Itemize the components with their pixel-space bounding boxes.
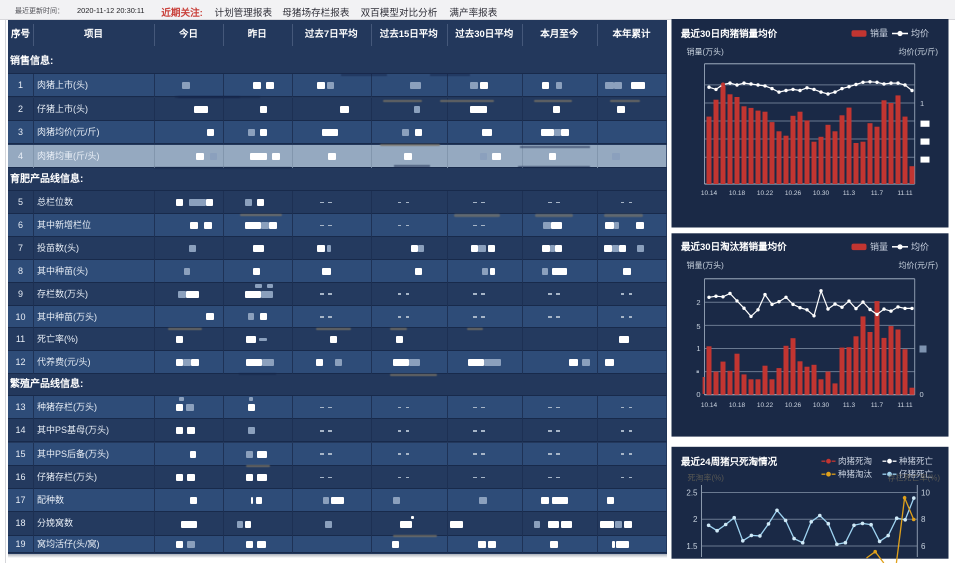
svg-text:销量(万头): 销量(万头): [687, 260, 725, 270]
svg-text:0: 0: [696, 390, 700, 399]
svg-text:存栏死亡率(%): 存栏死亡率(%): [888, 473, 941, 483]
svg-text:均价(元/斤): 均价(元/斤): [898, 47, 938, 57]
svg-text:5: 5: [696, 322, 700, 331]
svg-text:10.22: 10.22: [757, 190, 774, 197]
svg-text:11.7: 11.7: [871, 190, 884, 197]
svg-text:2: 2: [693, 515, 698, 524]
svg-text:11.11: 11.11: [897, 190, 913, 197]
svg-text:10.18: 10.18: [729, 190, 746, 197]
svg-text:10: 10: [921, 488, 930, 497]
svg-text:8: 8: [921, 515, 926, 524]
svg-text:1: 1: [920, 99, 924, 108]
svg-text:11.3: 11.3: [843, 402, 856, 409]
svg-text:1: 1: [696, 344, 700, 353]
svg-text:11.11: 11.11: [897, 402, 913, 409]
svg-text:种猪淘汰: 种猪淘汰: [838, 469, 873, 479]
svg-text:10.22: 10.22: [757, 402, 774, 409]
svg-text:10.26: 10.26: [785, 190, 802, 197]
svg-text:销量(万头): 销量(万头): [687, 47, 725, 57]
svg-text:最近24周猪只死淘情况: 最近24周猪只死淘情况: [681, 456, 778, 468]
svg-text:最近30日肉猪销量均价: 最近30日肉猪销量均价: [681, 28, 778, 40]
svg-text:10.14: 10.14: [701, 190, 718, 197]
svg-text:均价: 均价: [911, 241, 929, 252]
svg-text:销量: 销量: [870, 28, 888, 39]
svg-text:死淘率(%): 死淘率(%): [688, 473, 725, 483]
svg-text:2: 2: [696, 298, 700, 307]
svg-text:11.7: 11.7: [871, 402, 884, 409]
svg-text:10.30: 10.30: [813, 190, 830, 197]
svg-text:6: 6: [921, 542, 926, 551]
svg-text:1.5: 1.5: [686, 542, 698, 551]
svg-text:最近30日淘汰猪销量均价: 最近30日淘汰猪销量均价: [681, 241, 787, 253]
svg-text:10.14: 10.14: [701, 402, 718, 409]
svg-text:11.3: 11.3: [843, 190, 856, 197]
svg-text:0: 0: [920, 390, 924, 399]
svg-text:2.5: 2.5: [686, 488, 698, 497]
svg-text:10.26: 10.26: [785, 402, 802, 409]
svg-text:仔猪死亡: 仔猪死亡: [899, 469, 934, 479]
svg-text:10.18: 10.18: [729, 402, 746, 409]
svg-text:10.30: 10.30: [813, 402, 830, 409]
svg-text:种猪死亡: 种猪死亡: [899, 456, 934, 466]
svg-text:均价: 均价: [911, 28, 929, 39]
svg-text:均价(元/斤): 均价(元/斤): [898, 260, 938, 270]
svg-text:销量: 销量: [870, 241, 888, 252]
svg-text:肉猪死淘: 肉猪死淘: [838, 456, 872, 466]
